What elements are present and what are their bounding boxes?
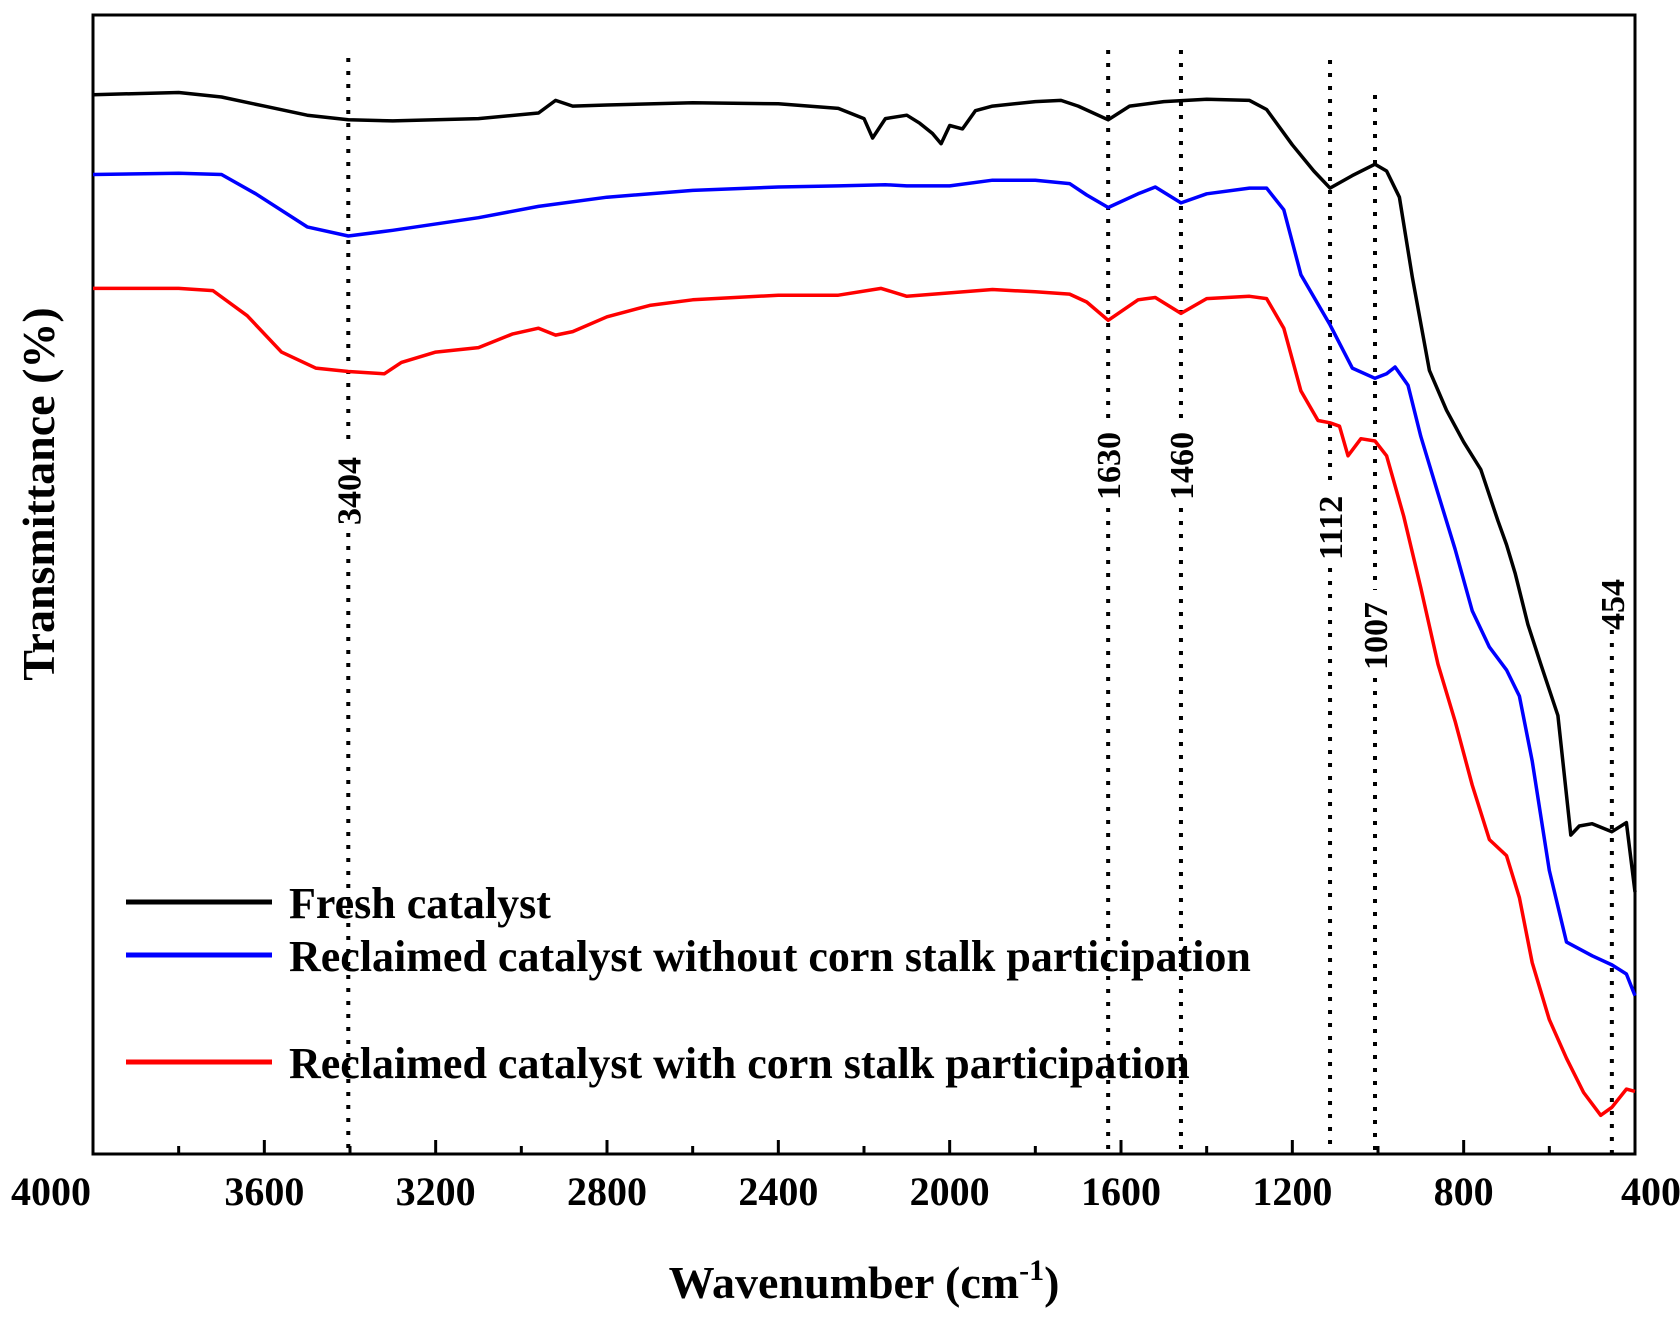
peak-label-1460: 1460 (1164, 432, 1201, 500)
x-tick-label-4000: 4000 (11, 1169, 91, 1214)
x-tick-label-2000: 2000 (910, 1169, 990, 1214)
series-lines (92, 90, 1637, 1118)
peak-label-1007: 1007 (1358, 602, 1395, 670)
y-axis-title: Transmittance (%) (13, 307, 64, 680)
peak-label-1112: 1112 (1313, 496, 1350, 560)
legend-label-2: Reclaimed catalyst without corn stalk pa… (289, 932, 1251, 981)
series-line-3 (93, 286, 1636, 1118)
x-tick-label-2400: 2400 (738, 1169, 818, 1214)
x-tick-label-1600: 1600 (1081, 1169, 1161, 1214)
legend-label-3: Reclaimed catalyst with corn stalk parti… (289, 1039, 1190, 1088)
x-tick-label-800: 800 (1434, 1169, 1494, 1214)
x-tick-label-400: 400 (1621, 1169, 1680, 1214)
x-axis-title: Wavenumber (cm-1) (669, 1254, 1060, 1308)
legend-label-1: Fresh catalyst (289, 879, 551, 928)
x-tick-label-2800: 2800 (567, 1169, 647, 1214)
peak-label-3404: 3404 (331, 457, 368, 525)
peak-markers: 3404 1630 1460 1112 1007 454 (331, 50, 1632, 1154)
series-line-2 (92, 171, 1637, 997)
x-tick-label-1200: 1200 (1252, 1169, 1332, 1214)
peak-label-1630: 1630 (1091, 432, 1128, 500)
x-tick-label-3600: 3600 (224, 1169, 304, 1214)
x-tick-label-3200: 3200 (396, 1169, 476, 1214)
series-line-1 (92, 90, 1637, 893)
x-axis-ticks: 4000 3600 3200 2800 2400 2000 1600 1200 800 400 (11, 1140, 1680, 1214)
peak-label-454: 454 (1595, 579, 1632, 630)
